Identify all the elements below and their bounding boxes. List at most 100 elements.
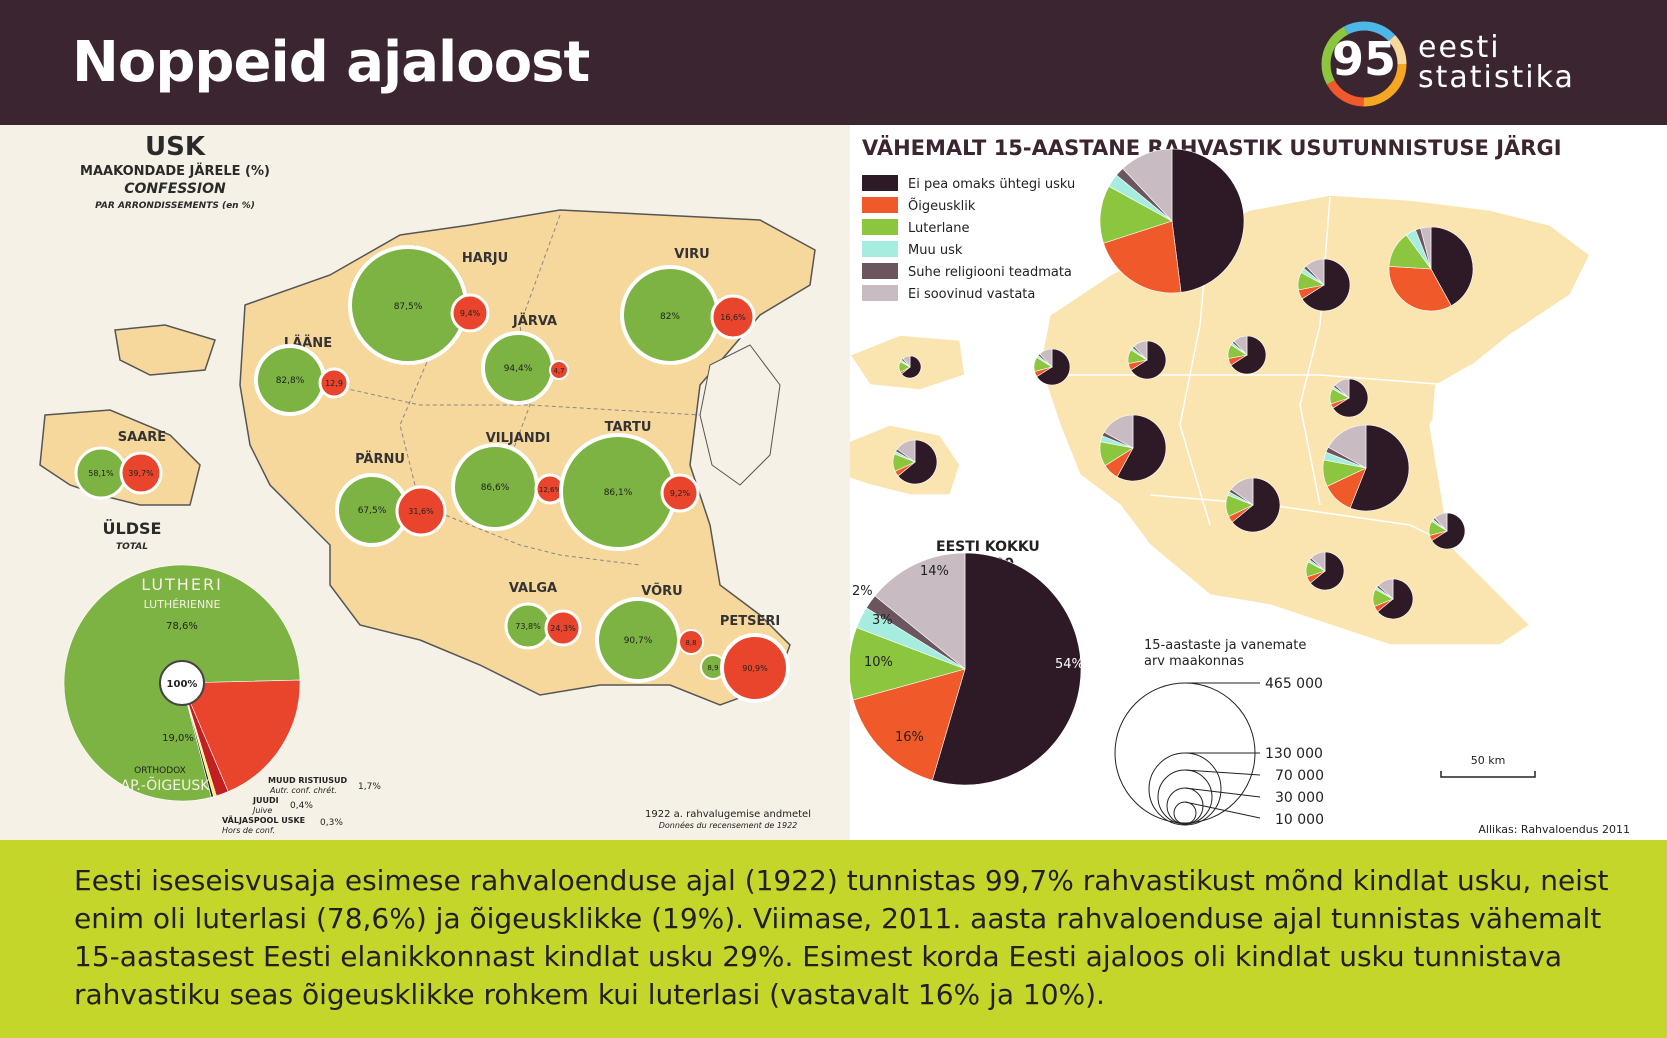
county-name: VIRU [674, 247, 709, 262]
old-total-subtitle: TOTAL [116, 542, 148, 552]
lutheran-slice-label-fr: LUTHÉRIENNE [144, 598, 221, 611]
legend: Ei pea omaks ühtegi usku Õigeusklik Lute… [862, 175, 1075, 302]
logo-text-statistika: statistika [1418, 60, 1575, 95]
header-bar: Noppeid ajaloost 95 eesti statistika [0, 0, 1667, 125]
hiiumaa-island-shape [114, 324, 216, 376]
logo-ring-icon [1321, 21, 1407, 107]
size-legend-value: 130 000 [1265, 746, 1323, 762]
orthodox-value: 31,6% [408, 507, 434, 516]
new-pie-label: 54% [1055, 657, 1084, 672]
county-pie-slice [1301, 258, 1351, 312]
new-pie-label: 10% [864, 655, 893, 670]
other-value: 1,7% [358, 782, 381, 792]
new-pie-label: 3% [872, 613, 893, 628]
size-legend-title: 15-aastaste ja vanemate [1144, 638, 1306, 653]
legend-label: Suhe religiooni teadmata [908, 265, 1072, 280]
county-pie-slice [1334, 378, 1350, 399]
county-pie-slice [1388, 266, 1452, 312]
legend-label: Luterlane [908, 221, 970, 236]
county-name: VALGA [509, 581, 557, 596]
old-map-subtitle: MAAKONDADE JÄRELE (%) [80, 163, 270, 179]
orthodox-value: 8,8 [685, 639, 696, 647]
orthodox-value: 39,7% [128, 469, 154, 478]
county-pie-slice [1230, 477, 1254, 506]
other-label-sub: Hors de conf. [222, 826, 275, 835]
new-map-panel: VÄHEMALT 15-AASTANE RAHVASTIK USUTUNNIST… [839, 125, 1667, 840]
scale-label: 50 km [1471, 754, 1506, 767]
county-pie-slice [1122, 148, 1173, 222]
county-pie-slice [1116, 414, 1167, 482]
legend-swatch [862, 285, 898, 301]
county-pie-slice [1305, 258, 1325, 286]
orthodox-circle [544, 609, 582, 647]
new-total-title: EESTI KOKKU [936, 539, 1040, 555]
new-map-title: VÄHEMALT 15-AASTANE RAHVASTIK USUTUNNIST… [862, 135, 1562, 160]
lutheran-value: 67,5% [358, 506, 387, 516]
legend-swatch [862, 241, 898, 257]
new-pie-label: 2% [852, 584, 873, 599]
lutheran-value: 90,7% [624, 636, 653, 646]
other-label: JUUDI [252, 796, 279, 805]
orthodox-slice-label: AP.-ÕIGEUSK [121, 777, 211, 794]
size-legend-title-2: arv maakonnas [1144, 654, 1244, 669]
old-total-title: ÜLDSE [103, 519, 162, 538]
new-source: Allikas: Rahvaloendus 2011 [1478, 823, 1630, 836]
new-pie-slice [931, 552, 1082, 786]
county-pie-slice [1310, 551, 1326, 572]
orthodox-slice-label-fr: ORTHODOX [134, 766, 186, 776]
old-pie-center-label: 100% [167, 679, 198, 690]
other-label-sub: Autr. conf. chrét. [269, 785, 337, 795]
county-name: HARJU [462, 251, 508, 266]
orthodox-circle [678, 629, 704, 655]
county-pie-slice [1233, 335, 1248, 356]
lutheran-value: 86,6% [481, 483, 510, 493]
orthodox-circle [549, 360, 569, 380]
lutheran-slice-value: 78,6% [166, 621, 198, 632]
logo-number: 95 [1331, 32, 1396, 86]
county-name: VÕRU [641, 583, 682, 599]
lutheran-value: 82,8% [276, 376, 305, 386]
county-pie-slice [1103, 220, 1182, 294]
old-pie-slice [181, 682, 214, 798]
orthodox-value: 9,2% [670, 489, 691, 498]
size-legend-value: 70 000 [1275, 768, 1324, 784]
county-name: VILJANDI [486, 431, 551, 446]
orthodox-value: 16,6% [720, 313, 746, 322]
old-map-subtitle-fr2: PAR ARRONDISSEMENTS (en %) [95, 201, 255, 211]
other-value: 0,4% [290, 801, 313, 811]
legend-label: Muu usk [908, 243, 963, 258]
county-pie-slice [1230, 335, 1267, 375]
new-map-svg: VÄHEMALT 15-AASTANE RAHVASTIK USUTUNNIST… [839, 135, 1630, 836]
orthodox-circle [720, 633, 790, 703]
size-legend-value: 465 000 [1265, 676, 1323, 692]
main-content: USK MAAKONDADE JÄRELE (%) CONFESSION PAR… [0, 125, 1667, 840]
lutheran-value: 87,5% [394, 302, 423, 312]
orthodox-circle [119, 451, 163, 495]
county-pie-slice [1420, 226, 1432, 270]
lake-peipus-shape [1432, 365, 1500, 485]
county-pie-slice [1099, 185, 1173, 244]
legend-swatch [862, 197, 898, 213]
old-source: 1922 a. rahvalugemise andmetel [645, 809, 811, 820]
page-title: Noppeid ajaloost [72, 30, 590, 95]
lutheran-value: 8,9 [707, 664, 718, 672]
footer-band: Eesti iseseisvusaja esimese rahvaloendus… [0, 840, 1667, 1038]
lutheran-slice-label: LUTHERI [141, 575, 223, 594]
orthodox-slice-value: 19,0% [162, 733, 194, 744]
county-name: TARTU [605, 420, 652, 435]
footer-text: Eesti iseseisvusaja esimese rahvaloendus… [74, 864, 1609, 1011]
county-pie-slice [902, 355, 911, 368]
orthodox-value: 12,9 [325, 379, 343, 388]
old-map-panel: USK MAAKONDADE JÄRELE (%) CONFESSION PAR… [0, 125, 850, 840]
county-pie-slice [1103, 414, 1134, 449]
size-legend-value: 10 000 [1275, 812, 1324, 828]
orthodox-value: 24,3% [550, 624, 576, 633]
orthodox-value: 12,6% [539, 486, 562, 494]
legend-label: Õigeusklik [908, 198, 976, 214]
county-pie-slice [1434, 512, 1448, 532]
new-total-pie [848, 552, 1082, 786]
legend-swatch [862, 175, 898, 191]
county-pie-slice [901, 355, 922, 379]
old-source-fr: Données du recensement de 1922 [659, 820, 798, 830]
orthodox-circle [660, 473, 700, 513]
